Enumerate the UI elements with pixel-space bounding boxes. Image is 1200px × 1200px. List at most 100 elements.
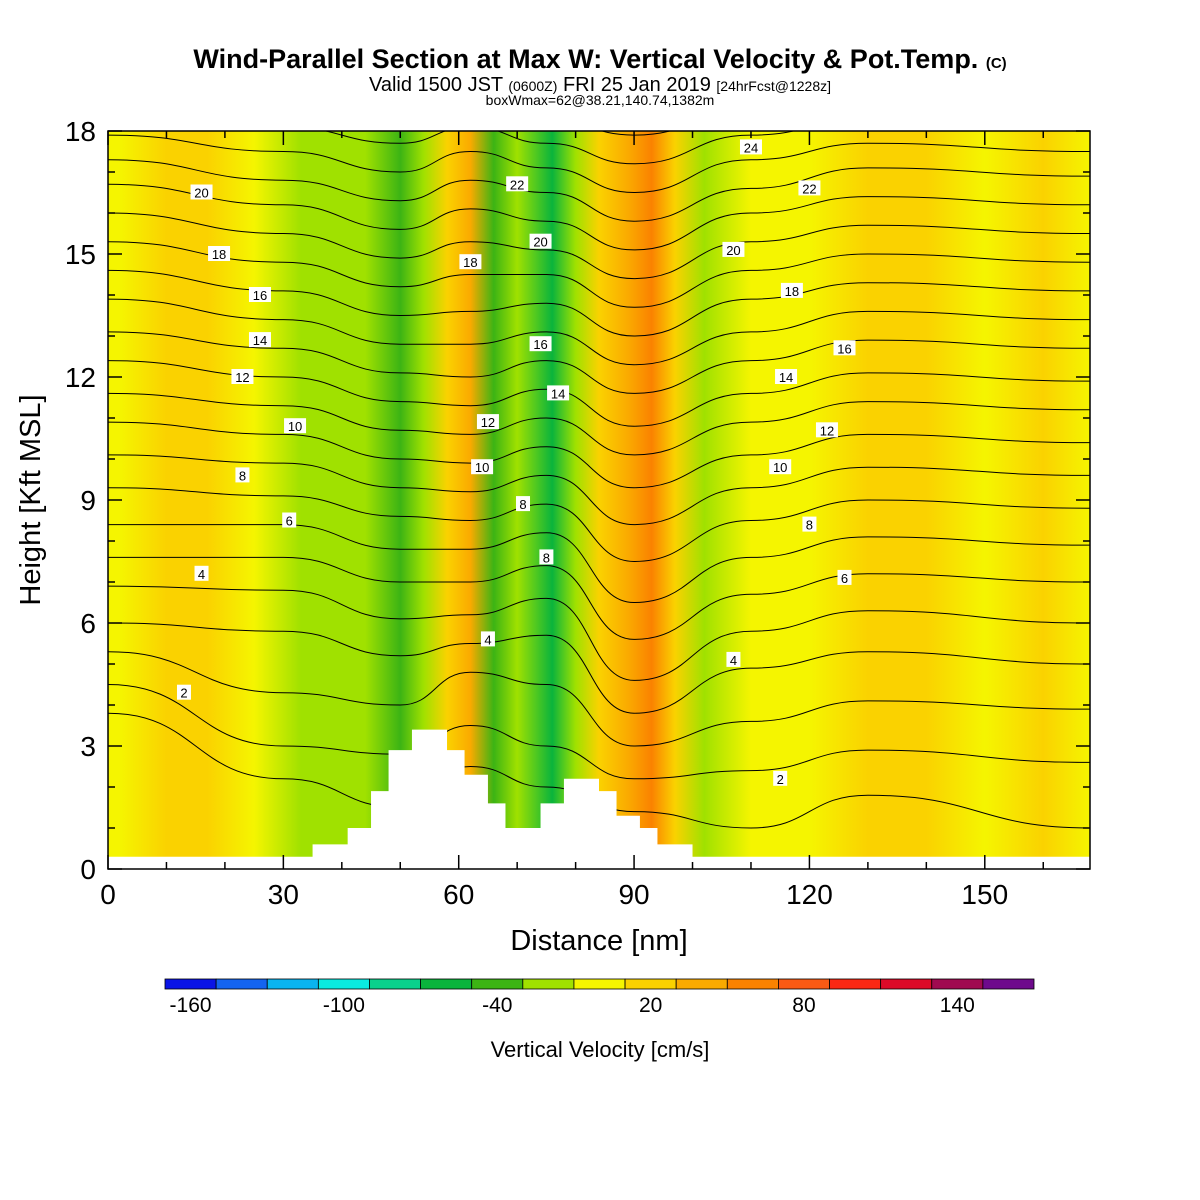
contour-label-text: 10 bbox=[475, 460, 489, 475]
contour-label: 18 bbox=[208, 246, 231, 262]
contour-label: 18 bbox=[780, 282, 803, 299]
contour-label-text: 18 bbox=[463, 255, 477, 270]
contour-label-text: 22 bbox=[510, 177, 524, 192]
theta-contour bbox=[108, 183, 1090, 251]
contour-label-text: 18 bbox=[785, 284, 799, 299]
x-tick-label: 0 bbox=[100, 879, 116, 910]
colorbar-title: Vertical Velocity [cm/s] bbox=[491, 1037, 710, 1062]
colorbar-swatch bbox=[420, 978, 473, 990]
contour-label: 20 bbox=[529, 233, 552, 250]
contour-label: 20 bbox=[722, 241, 745, 258]
colorbar-swatch bbox=[778, 978, 830, 990]
theta-contour bbox=[108, 556, 1090, 640]
contour-label-text: 6 bbox=[841, 571, 848, 586]
y-tick-label: 15 bbox=[65, 239, 96, 270]
boxwmax-info: boxWmax=62@38.21,140.74,1382m bbox=[485, 92, 715, 108]
colorbar-swatch bbox=[931, 978, 984, 990]
contour-label-text: 8 bbox=[543, 550, 550, 565]
contour-label: 8 bbox=[235, 467, 250, 483]
contour-label: 10 bbox=[471, 459, 494, 475]
contour-label-bg bbox=[775, 369, 798, 384]
contour-label-text: 24 bbox=[744, 140, 758, 155]
terrain bbox=[108, 729, 1090, 869]
contour-label-text: 2 bbox=[777, 772, 784, 787]
theta-contour bbox=[108, 585, 1090, 681]
contour-label-bg bbox=[529, 336, 552, 352]
contour-label-bg bbox=[231, 369, 254, 384]
colorbar-swatch bbox=[522, 978, 575, 990]
contour-label: 2 bbox=[773, 770, 788, 787]
contour-label-bg bbox=[476, 414, 499, 430]
colorbar-tick-label: 140 bbox=[940, 994, 975, 1017]
theta-contour bbox=[108, 269, 1090, 337]
contour-label: 2 bbox=[176, 684, 191, 701]
theta-contour bbox=[600, 131, 672, 136]
contour-label-bg bbox=[837, 569, 852, 585]
contour-label: 6 bbox=[282, 512, 297, 529]
contour-label-text: 12 bbox=[481, 415, 495, 430]
y-tick-label: 18 bbox=[65, 116, 96, 147]
contour-label-text: 12 bbox=[235, 370, 249, 385]
contour-label-bg bbox=[194, 565, 209, 581]
contour-label: 12 bbox=[476, 414, 499, 430]
contour-label: 8 bbox=[516, 496, 531, 512]
contour-label-bg bbox=[529, 233, 552, 249]
y-tick-label: 6 bbox=[80, 608, 96, 639]
contour-label-text: 8 bbox=[806, 518, 813, 533]
contour-label-bg bbox=[802, 516, 817, 532]
contour-labels: 2018161412108642222018161412108842422201… bbox=[176, 139, 856, 787]
contour-label: 18 bbox=[459, 254, 482, 270]
contour-label-text: 14 bbox=[253, 333, 267, 348]
contour-label-text: 2 bbox=[180, 686, 187, 701]
contour-label: 14 bbox=[775, 369, 798, 385]
contour-label-bg bbox=[176, 684, 191, 700]
contour-label: 12 bbox=[815, 422, 838, 438]
contour-label-text: 16 bbox=[253, 288, 267, 303]
theta-contour bbox=[108, 487, 1090, 563]
contour-label: 14 bbox=[248, 332, 271, 348]
x-tick-label: 90 bbox=[618, 879, 649, 910]
contour-label-bg bbox=[815, 422, 838, 438]
contour-label-bg bbox=[798, 180, 821, 196]
contour-label-bg bbox=[539, 549, 554, 565]
contour-label-bg bbox=[235, 467, 250, 483]
valid-time: Valid 1500 JST bbox=[369, 74, 503, 96]
contour-label-bg bbox=[480, 631, 495, 647]
contour-label-bg bbox=[282, 512, 297, 528]
contour-label-text: 16 bbox=[837, 341, 851, 356]
contour-label: 6 bbox=[837, 569, 852, 586]
forecast-info: [24hrFcst@1228z] bbox=[716, 78, 831, 94]
contour-label-text: 10 bbox=[288, 419, 302, 434]
contour-label-text: 20 bbox=[194, 186, 208, 201]
theta-contour bbox=[108, 134, 1090, 194]
contour-label: 16 bbox=[529, 336, 552, 352]
x-tick-label: 30 bbox=[268, 879, 299, 910]
colorbar-tick-label: -100 bbox=[323, 994, 365, 1017]
contour-label: 16 bbox=[248, 287, 271, 303]
contour-label-text: 4 bbox=[484, 632, 491, 647]
theta-contour bbox=[108, 454, 1090, 526]
contour-label-bg bbox=[516, 496, 531, 512]
x-tick-label: 150 bbox=[961, 879, 1008, 910]
contour-label: 22 bbox=[798, 180, 821, 196]
contour-label: 4 bbox=[480, 631, 495, 647]
x-tick-label: 120 bbox=[786, 879, 833, 910]
colorbar-swatch bbox=[471, 978, 524, 990]
x-axis-title: Distance [nm] bbox=[510, 925, 687, 957]
contour-label: 10 bbox=[769, 459, 792, 475]
contour-label-bg bbox=[248, 332, 271, 348]
contour-label-bg bbox=[726, 651, 741, 667]
copyright-mark: (C) bbox=[985, 55, 1007, 72]
contour-label-bg bbox=[284, 418, 307, 434]
colorbar-swatch bbox=[369, 978, 421, 990]
theta-contour bbox=[108, 622, 1090, 714]
theta-contour bbox=[108, 33, 1090, 86]
theta-contour bbox=[108, 651, 1090, 747]
contour-label: 10 bbox=[284, 418, 307, 434]
contour-label-text: 8 bbox=[519, 497, 526, 512]
contour-label-text: 10 bbox=[773, 460, 787, 475]
x-tick-label: 60 bbox=[443, 879, 474, 910]
colorbar-swatch bbox=[573, 978, 626, 990]
y-axis-title: Height [Kft MSL] bbox=[15, 394, 47, 605]
